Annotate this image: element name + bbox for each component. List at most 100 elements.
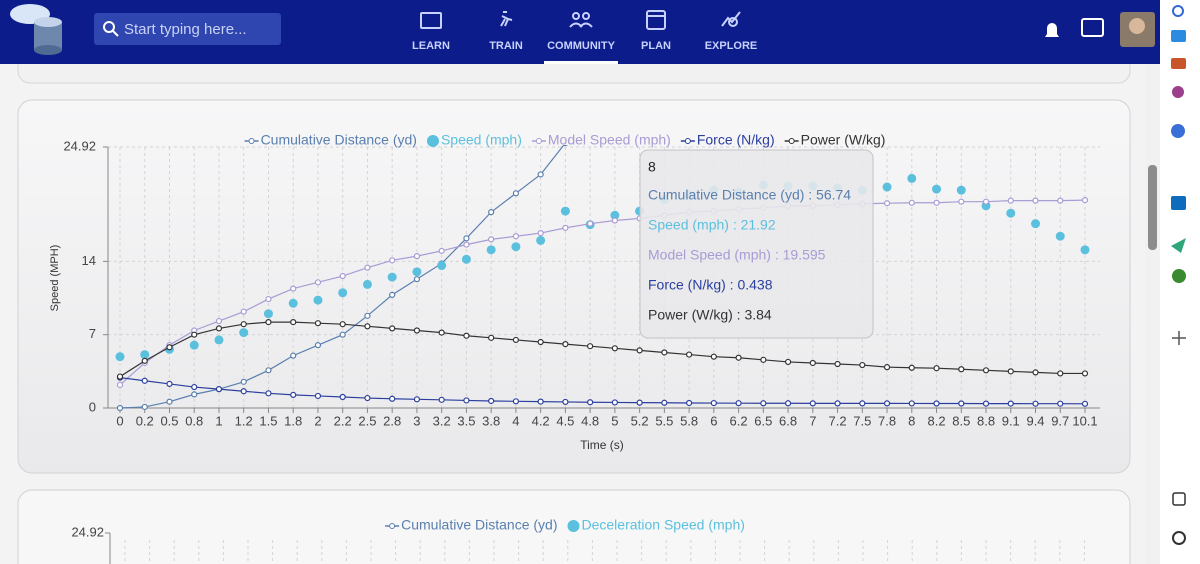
tooltip-title: 8 (648, 159, 656, 175)
x-tick-label: 2.2 (334, 413, 352, 428)
search-box[interactable] (94, 13, 281, 45)
legend-label[interactable]: Cumulative Distance (yd) (401, 517, 557, 533)
data-point (488, 236, 495, 243)
x-tick-label: 4.8 (581, 413, 599, 428)
data-point (661, 349, 668, 356)
data-point (956, 185, 966, 195)
data-point (1006, 208, 1016, 218)
data-point (686, 351, 693, 358)
data-point (611, 217, 618, 224)
x-tick-label: 7.2 (829, 413, 847, 428)
data-point (587, 220, 594, 227)
y-tick-label: 24.92 (63, 138, 96, 153)
data-point (116, 381, 124, 389)
data-point (809, 400, 816, 407)
y-tick-label: 24.92 (71, 524, 104, 539)
nav-item[interactable]: LEARN (412, 40, 450, 52)
data-point (265, 295, 272, 303)
data-point (661, 399, 668, 406)
data-point (562, 341, 569, 348)
data-point (413, 253, 421, 260)
data-point (982, 367, 990, 374)
data-point (511, 242, 521, 252)
data-point (512, 398, 519, 405)
cast-icon[interactable] (1081, 18, 1104, 37)
x-tick-label: 8.8 (977, 413, 995, 428)
scrollbar-thumb[interactable] (1148, 165, 1157, 250)
x-tick-label: 4 (512, 413, 519, 428)
notification-icon[interactable] (1045, 23, 1059, 39)
legend-label[interactable]: Model Speed (mph) (548, 132, 671, 148)
series-line (119, 145, 565, 409)
data-point (389, 257, 396, 264)
data-point (933, 400, 940, 407)
search-placeholder: Start typing here... (124, 21, 247, 38)
legend-label[interactable]: Power (W/kg) (801, 132, 886, 148)
data-point (859, 400, 866, 407)
legend-swatch (684, 138, 691, 144)
data-point (463, 235, 470, 242)
data-point (908, 400, 915, 407)
data-point (488, 209, 495, 216)
data-point (537, 398, 544, 405)
tooltip-item: Power (W/kg) : 3.84 (648, 307, 772, 323)
x-tick-label: 1 (215, 413, 222, 428)
data-point (314, 279, 322, 286)
data-point (686, 399, 693, 407)
nav-item[interactable]: PLAN (641, 40, 671, 52)
x-tick-label: 6.5 (754, 413, 772, 428)
data-point (735, 354, 742, 361)
data-point (389, 395, 396, 402)
legend-label[interactable]: Deceleration Speed (mph) (581, 517, 744, 533)
data-point (240, 321, 247, 328)
data-point (560, 206, 570, 216)
scrollbar-track (1145, 64, 1160, 564)
data-point (1080, 245, 1090, 255)
legend-swatch (389, 523, 396, 529)
data-point (364, 394, 371, 402)
data-point (191, 331, 198, 338)
data-point (116, 404, 124, 412)
data-point (859, 361, 866, 369)
data-point (338, 288, 348, 298)
data-point (389, 291, 396, 298)
x-tick-label: 5 (611, 413, 618, 428)
data-point (389, 325, 396, 332)
x-tick-label: 8 (908, 413, 915, 428)
data-point (215, 325, 223, 332)
data-point (1055, 231, 1065, 241)
x-tick-label: 7 (809, 413, 816, 428)
nav-item[interactable]: COMMUNITY (547, 40, 615, 52)
data-point (809, 359, 816, 367)
sidebar-icons[interactable] (1171, 5, 1186, 545)
data-point (1007, 197, 1014, 204)
data-point (611, 345, 618, 352)
x-tick-label: 2 (314, 413, 321, 428)
data-point (587, 343, 594, 350)
data-point (611, 399, 618, 406)
x-tick-label: 0.8 (185, 413, 203, 428)
data-point (263, 309, 273, 319)
data-point (537, 338, 544, 346)
x-tick-label: 10.1 (1072, 413, 1097, 428)
data-point (461, 254, 471, 264)
nav-item[interactable]: EXPLORE (705, 40, 758, 52)
x-tick-label: 9.4 (1026, 413, 1044, 428)
x-tick-label: 6 (710, 413, 717, 428)
y-tick-label: 0 (89, 399, 96, 414)
data-point (265, 367, 272, 374)
data-point (362, 279, 372, 289)
tooltip-item: Force (N/kg) : 0.438 (648, 277, 773, 293)
nav-item[interactable]: TRAIN (489, 40, 523, 52)
legend-label[interactable]: Cumulative Distance (yd) (261, 132, 417, 148)
legend-label[interactable]: Speed (mph) (441, 132, 522, 148)
x-tick-label: 7.5 (853, 413, 871, 428)
data-point (214, 335, 224, 345)
x-tick-label: 1.8 (284, 413, 302, 428)
data-point (314, 320, 322, 327)
x-tick-label: 4.2 (532, 413, 550, 428)
legend-label[interactable]: Force (N/kg) (697, 132, 775, 148)
data-point (437, 261, 447, 271)
data-point (562, 398, 569, 406)
